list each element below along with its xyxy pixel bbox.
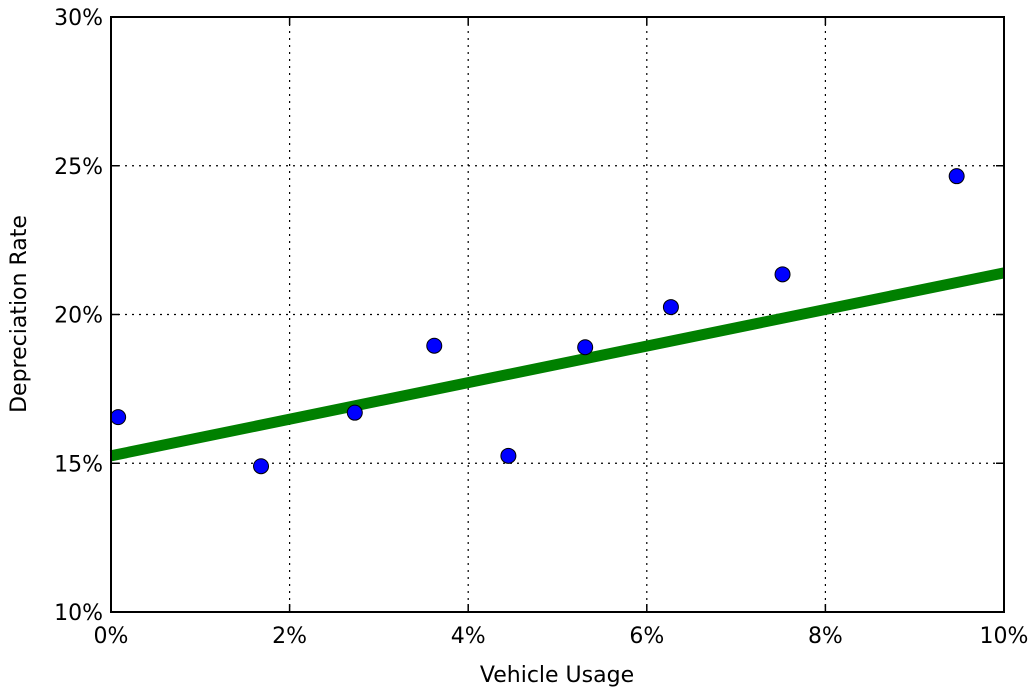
y-tick-label: 25%	[54, 155, 103, 180]
data-point	[500, 447, 517, 464]
y-tick-label: 20%	[54, 304, 103, 329]
y-axis-title: Depreciation Rate	[7, 215, 32, 413]
grid	[111, 17, 1004, 612]
data-point	[577, 339, 594, 356]
y-tick-label: 15%	[54, 452, 103, 477]
x-tick-label: 0%	[94, 624, 129, 649]
data-point	[346, 404, 363, 421]
data-point	[774, 266, 791, 283]
data-point	[662, 299, 679, 316]
data-point	[948, 168, 965, 185]
x-tick-label: 10%	[980, 624, 1029, 649]
x-tick-label: 2%	[272, 624, 307, 649]
x-axis-title: Vehicle Usage	[480, 663, 634, 688]
data-points	[110, 168, 965, 475]
axis-ticks	[110, 16, 1005, 613]
y-tick-label: 30%	[54, 6, 103, 31]
trend-line-layer	[109, 267, 1006, 462]
y-tick-labels: 10% 15% 20% 25% 30%	[54, 6, 103, 626]
y-tick-label: 10%	[54, 601, 103, 626]
x-tick-label: 4%	[451, 624, 486, 649]
x-tick-label: 8%	[808, 624, 843, 649]
x-tick-label: 6%	[629, 624, 664, 649]
data-point	[253, 458, 270, 475]
data-point	[110, 409, 127, 426]
data-point	[426, 337, 443, 354]
x-tick-labels: 0% 2% 4% 6% 8% 10%	[94, 624, 1029, 649]
trend-line	[109, 267, 1006, 462]
